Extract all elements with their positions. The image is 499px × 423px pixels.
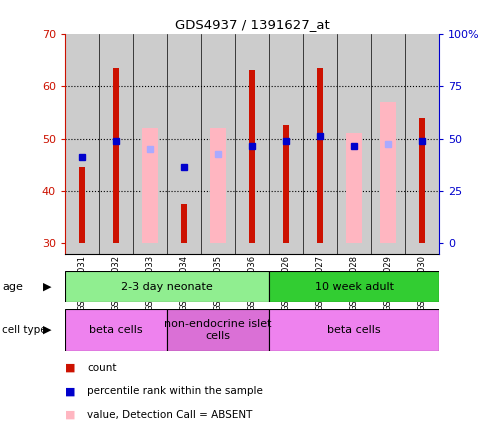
Bar [269, 271, 439, 302]
Text: count: count [87, 363, 117, 373]
Text: ■: ■ [65, 386, 75, 396]
Bar [405, 34, 439, 254]
Text: 2-3 day neonate: 2-3 day neonate [121, 282, 213, 291]
Bar [65, 271, 269, 302]
Text: cell type: cell type [2, 325, 47, 335]
Bar [133, 34, 167, 254]
Bar [113, 68, 119, 243]
Bar [235, 34, 269, 254]
Bar [317, 68, 323, 243]
Bar [249, 71, 255, 243]
Bar [167, 309, 269, 351]
Text: ■: ■ [65, 363, 75, 373]
Text: 10 week adult: 10 week adult [314, 282, 394, 291]
Text: ▶: ▶ [43, 325, 52, 335]
Text: age: age [2, 282, 23, 291]
Bar [79, 168, 85, 243]
Bar [65, 309, 167, 351]
Bar [269, 309, 439, 351]
Bar [371, 34, 405, 254]
Bar [65, 34, 99, 254]
Bar [419, 118, 425, 243]
Bar [380, 102, 396, 243]
Text: ▶: ▶ [43, 282, 52, 291]
Bar [167, 34, 201, 254]
Text: value, Detection Call = ABSENT: value, Detection Call = ABSENT [87, 409, 252, 420]
Bar [346, 133, 362, 243]
Text: ■: ■ [65, 409, 75, 420]
Text: percentile rank within the sample: percentile rank within the sample [87, 386, 263, 396]
Text: beta cells: beta cells [327, 325, 381, 335]
Title: GDS4937 / 1391627_at: GDS4937 / 1391627_at [175, 18, 329, 31]
Text: beta cells: beta cells [89, 325, 143, 335]
Bar [210, 128, 226, 243]
Bar [283, 126, 289, 243]
Text: non-endocrine islet
cells: non-endocrine islet cells [164, 319, 272, 341]
Bar [142, 128, 158, 243]
Bar [99, 34, 133, 254]
Bar [337, 34, 371, 254]
Bar [269, 34, 303, 254]
Bar [181, 204, 187, 243]
Bar [201, 34, 235, 254]
Bar [303, 34, 337, 254]
